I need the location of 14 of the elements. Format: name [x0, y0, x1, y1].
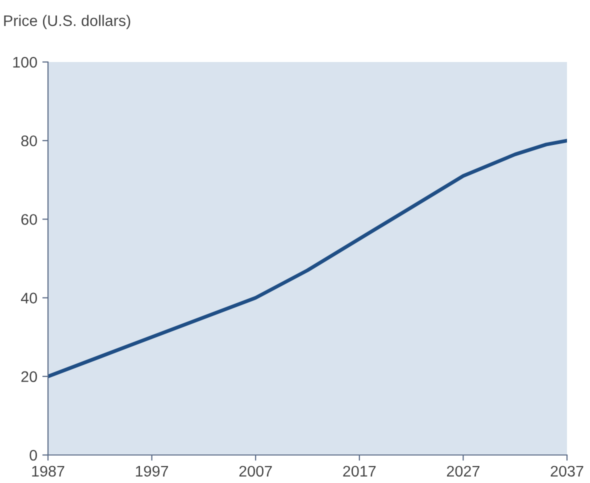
x-tick-label: 2037: [550, 466, 584, 477]
y-tick-label: 0: [30, 450, 37, 461]
x-tick-label: 2027: [446, 466, 480, 477]
x-tick-label: 2017: [343, 466, 376, 477]
line-series: [48, 138, 567, 378]
y-tick-label: 60: [21, 214, 37, 225]
y-tick-label: 80: [21, 135, 37, 146]
y-tick-label: 40: [20, 292, 37, 304]
x-tick-label: 2007: [239, 466, 272, 477]
y-tick-label: 20: [21, 371, 37, 382]
x-tick-label: 1987: [32, 466, 64, 477]
y-tick-label: 100: [13, 56, 37, 68]
y-axis-title: Price (U.S. dollars): [4, 14, 130, 30]
x-tick-label: 1997: [136, 466, 168, 477]
